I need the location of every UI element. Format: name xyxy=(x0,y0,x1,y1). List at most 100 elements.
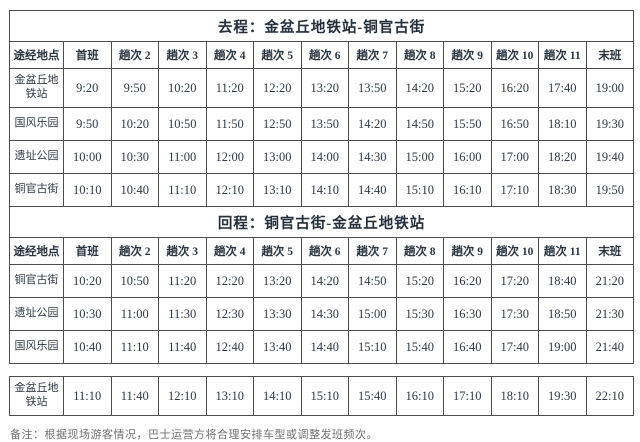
time-cell: 13:30 xyxy=(253,297,302,331)
time-cell: 15:00 xyxy=(348,297,397,331)
time-cell: 17:30 xyxy=(490,297,539,331)
time-cell: 12:10 xyxy=(205,173,254,207)
station-cell: 遗址公园 xyxy=(9,140,64,174)
table-row: 铜官古街 10:20 10:50 11:20 12:20 13:20 14:20… xyxy=(9,264,635,298)
time-cell: 11:30 xyxy=(158,297,207,331)
column-header: 趟次 6 xyxy=(300,237,349,265)
station-cell: 遗址公园 xyxy=(9,297,64,331)
time-cell: 18:10 xyxy=(538,107,587,141)
column-header: 趟次 9 xyxy=(443,41,492,69)
time-cell: 12:00 xyxy=(205,140,254,174)
time-cell: 10:30 xyxy=(110,140,159,174)
footnote: 备注：根据现场游客情况，巴士运营方将合理安排车型或调整发班频次。 xyxy=(10,429,378,441)
time-cell: 17:40 xyxy=(538,68,587,108)
header-row-return: 途经地点 首班 趟次 2 趟次 3 趟次 4 趟次 5 趟次 6 趟次 7 趟次… xyxy=(9,237,635,265)
time-cell: 10:00 xyxy=(63,140,112,174)
time-cell: 16:00 xyxy=(443,140,492,174)
time-cell: 19:00 xyxy=(585,68,635,108)
time-cell: 14:10 xyxy=(300,173,349,207)
time-cell: 21:40 xyxy=(585,330,635,364)
time-cell: 14:50 xyxy=(348,264,397,298)
time-cell: 12:40 xyxy=(205,330,254,364)
time-cell: 15:10 xyxy=(300,376,349,416)
time-cell: 18:20 xyxy=(538,140,587,174)
time-cell: 12:20 xyxy=(205,264,254,298)
time-cell: 13:20 xyxy=(300,68,349,108)
time-cell: 11:20 xyxy=(158,264,207,298)
time-cell: 10:50 xyxy=(158,107,207,141)
time-cell: 11:10 xyxy=(110,330,159,364)
column-header: 途经地点 xyxy=(9,237,64,265)
time-cell: 14:40 xyxy=(300,330,349,364)
column-header: 趟次 10 xyxy=(490,237,539,265)
time-cell: 13:40 xyxy=(253,330,302,364)
time-cell: 15:40 xyxy=(348,376,397,416)
column-header: 趟次 2 xyxy=(110,237,159,265)
column-header: 趟次 6 xyxy=(300,41,349,69)
time-cell: 19:40 xyxy=(585,140,635,174)
time-cell: 21:30 xyxy=(585,297,635,331)
time-cell: 10:20 xyxy=(110,107,159,141)
table-row: 国风乐园 9:50 10:20 10:50 11:50 12:50 13:50 … xyxy=(9,107,635,141)
section-title-row-return: 回程：铜官古街-金盆丘地铁站 xyxy=(8,206,635,238)
time-cell: 10:10 xyxy=(63,173,112,207)
time-cell: 22:10 xyxy=(585,376,634,416)
column-header: 末班 xyxy=(585,41,635,69)
time-cell: 18:10 xyxy=(490,376,539,416)
column-header: 首班 xyxy=(63,237,112,265)
table-row: 国风乐园 10:40 11:10 11:40 12:40 13:40 14:40… xyxy=(9,330,635,364)
time-cell: 16:50 xyxy=(490,107,539,141)
time-cell: 17:10 xyxy=(490,173,539,207)
time-cell: 13:00 xyxy=(253,140,302,174)
table-row: 金盆丘地铁站 11:10 11:40 12:10 13:10 14:10 15:… xyxy=(9,376,634,416)
section-title-outbound: 去程：金盆丘地铁站-铜官古街 xyxy=(8,10,635,42)
time-cell: 19:50 xyxy=(585,173,635,207)
time-cell: 14:00 xyxy=(300,140,349,174)
time-cell: 10:20 xyxy=(158,68,207,108)
time-cell: 12:50 xyxy=(253,107,302,141)
column-header: 趟次 11 xyxy=(538,237,587,265)
time-cell: 15:10 xyxy=(348,330,397,364)
column-header: 趟次 8 xyxy=(395,237,444,265)
station-cell: 铜官古街 xyxy=(9,264,64,298)
time-cell: 11:00 xyxy=(158,140,207,174)
column-header: 趟次 3 xyxy=(158,237,207,265)
column-header: 趟次 9 xyxy=(443,237,492,265)
column-header: 趟次 10 xyxy=(490,41,539,69)
time-cell: 11:10 xyxy=(158,173,207,207)
time-cell: 12:30 xyxy=(205,297,254,331)
time-cell: 14:20 xyxy=(348,107,397,141)
column-header: 趟次 7 xyxy=(348,41,397,69)
column-header: 末班 xyxy=(585,237,635,265)
table-row: 遗址公园 10:30 11:00 11:30 12:30 13:30 14:30… xyxy=(9,297,635,331)
time-cell: 13:20 xyxy=(253,264,302,298)
time-cell: 10:40 xyxy=(63,330,112,364)
time-cell: 19:00 xyxy=(538,330,587,364)
station-cell: 国风乐园 xyxy=(9,330,64,364)
column-header: 趟次 4 xyxy=(205,41,254,69)
time-cell: 10:20 xyxy=(63,264,112,298)
time-cell: 19:30 xyxy=(538,376,587,416)
time-cell: 17:10 xyxy=(443,376,492,416)
time-cell: 15:50 xyxy=(443,107,492,141)
time-cell: 14:30 xyxy=(300,297,349,331)
column-header: 趟次 5 xyxy=(253,41,302,69)
column-header: 趟次 4 xyxy=(205,237,254,265)
time-cell: 12:10 xyxy=(158,376,207,416)
time-cell: 15:20 xyxy=(395,264,444,298)
time-cell: 18:40 xyxy=(538,264,587,298)
time-cell: 10:50 xyxy=(110,264,159,298)
time-cell: 14:20 xyxy=(300,264,349,298)
section-title-row-outbound: 去程：金盆丘地铁站-铜官古街 xyxy=(8,10,635,42)
time-cell: 11:40 xyxy=(158,330,207,364)
time-cell: 16:40 xyxy=(443,330,492,364)
station-cell: 国风乐园 xyxy=(9,107,64,141)
column-header: 趟次 2 xyxy=(110,41,159,69)
time-cell: 13:10 xyxy=(205,376,254,416)
time-cell: 17:00 xyxy=(490,140,539,174)
time-cell: 16:10 xyxy=(443,173,492,207)
time-cell: 14:40 xyxy=(348,173,397,207)
time-cell: 10:40 xyxy=(110,173,159,207)
table-row: 遗址公园 10:00 10:30 11:00 12:00 13:00 14:00… xyxy=(9,140,635,174)
time-cell: 17:20 xyxy=(490,264,539,298)
